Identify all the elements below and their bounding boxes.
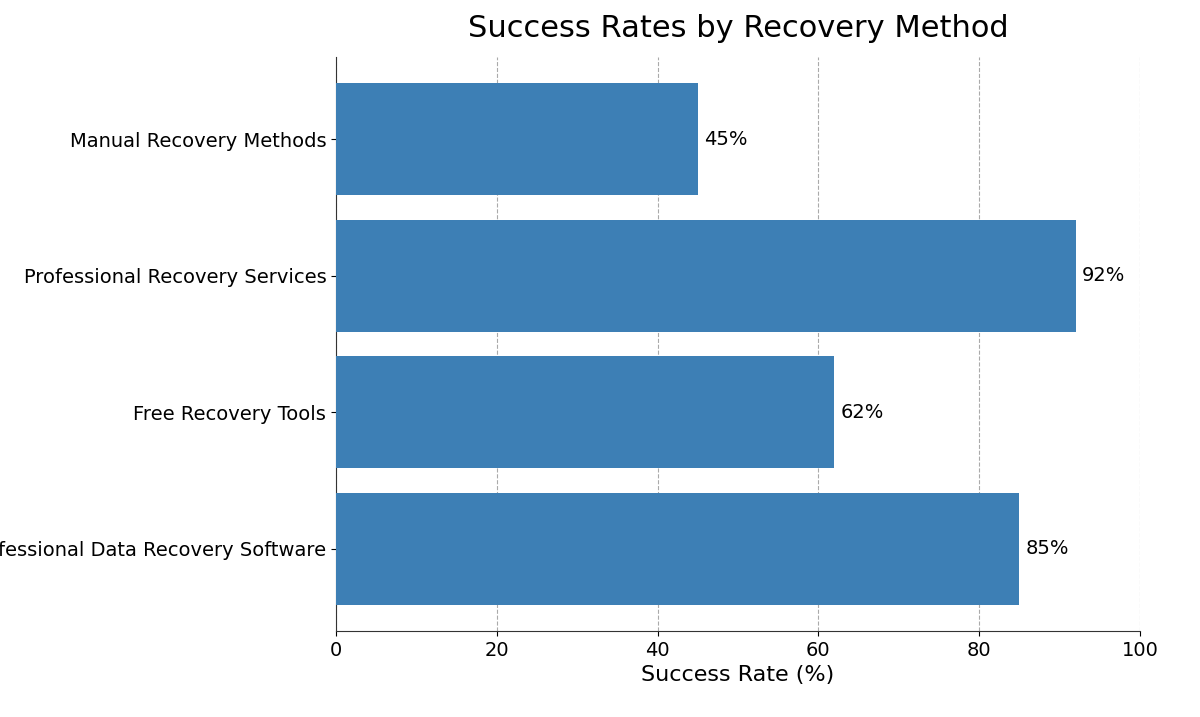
Bar: [336, 220, 1075, 332]
Bar: [336, 493, 1020, 605]
Text: 85%: 85%: [1026, 539, 1069, 559]
Text: 62%: 62%: [841, 403, 884, 422]
X-axis label: Success Rate (%): Success Rate (%): [641, 665, 835, 685]
Text: 45%: 45%: [704, 130, 748, 149]
Title: Success Rates by Recovery Method: Success Rates by Recovery Method: [468, 14, 1008, 42]
Bar: [336, 83, 698, 195]
Text: 92%: 92%: [1082, 267, 1126, 285]
Bar: [336, 356, 834, 468]
